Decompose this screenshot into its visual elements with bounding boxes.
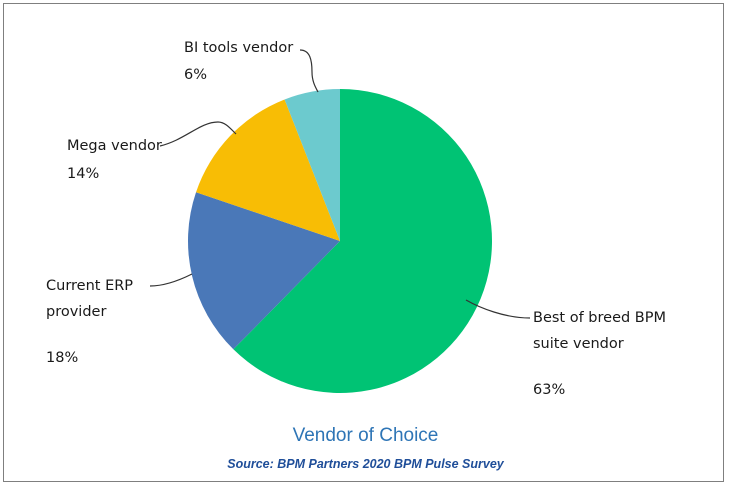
leader-line-bi (299, 49, 319, 93)
slice-percent-erp: 18% (46, 350, 78, 366)
leader-lines (149, 49, 531, 319)
pie-slice-bi (284, 89, 340, 241)
slice-label-mega: Mega vendor (67, 138, 162, 154)
pie-slice-erp (187, 192, 340, 350)
chart-title: Vendor of Choice (292, 425, 439, 446)
pie-slice-best (233, 88, 493, 393)
slice-percent-bi: 6% (184, 67, 207, 83)
pie-slice-mega (196, 99, 340, 241)
slice-labels: Best of breed BPM suite vendor 63% Current … (46, 40, 666, 398)
leader-line-mega (159, 121, 237, 147)
leader-line-erp (149, 273, 193, 287)
chart-source: Source: BPM Partners 2020 BPM Pulse Surv… (227, 457, 504, 471)
leader-line-best (465, 299, 531, 319)
slice-label-bi: BI tools vendor (184, 40, 293, 56)
pie-slices (187, 88, 493, 393)
slice-percent-mega: 14% (67, 166, 99, 182)
slice-label-erp: provider (46, 304, 106, 320)
slice-label-erp: Current ERP (46, 278, 133, 294)
slice-label-best: Best of breed BPM (533, 310, 666, 326)
slice-label-best: suite vendor (533, 336, 624, 352)
slice-percent-best: 63% (533, 382, 565, 398)
